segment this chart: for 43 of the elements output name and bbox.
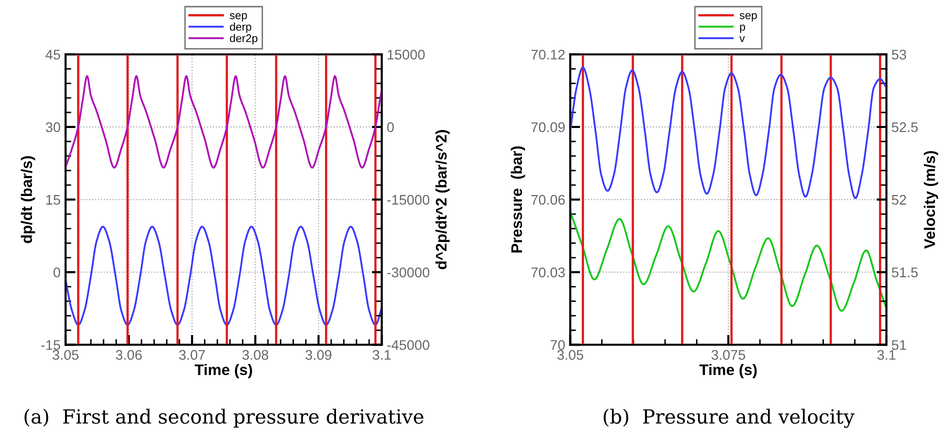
y-tick-label: 70.12 — [531, 50, 565, 60]
y-tick-label: 15 — [46, 195, 60, 205]
legend-label: derp — [230, 22, 252, 33]
y2-tick-label: -15000 — [387, 194, 430, 205]
text: (b) Pressure and velocity — [604, 408, 854, 428]
legend-label: p — [740, 24, 746, 33]
x-tick-label: 3.1 — [877, 350, 896, 360]
y-axis-title: dp/dt (bar/s) — [20, 156, 36, 244]
y2-tick-label: -45000 — [387, 340, 430, 350]
y2-tick-label: 15000 — [388, 50, 425, 60]
legend-label: sep — [230, 13, 247, 22]
y-tick-label: 70.03 — [531, 267, 565, 278]
y2-tick-label: 52.5 — [892, 122, 918, 132]
x-axis-title: Time (s) — [699, 364, 757, 378]
text: (a) First and second pressure derivative — [24, 408, 424, 428]
y-axis-title: Pressure (bar) — [510, 146, 526, 252]
legend-label: v — [739, 36, 745, 42]
y2-tick-label: 0 — [387, 122, 394, 132]
x-tick-label: 3.075 — [711, 350, 746, 360]
legend-label: der2p — [230, 34, 258, 44]
x-tick-label: 3.05 — [52, 350, 79, 360]
x-tick-label: 3.08 — [242, 350, 268, 360]
y2-tick-label: -30000 — [387, 267, 430, 278]
y-tick-label: 70.09 — [531, 122, 565, 132]
y-tick-label: -15 — [41, 340, 60, 350]
x-tick-label: 3.1 — [372, 350, 391, 360]
y-tick-label: 0 — [54, 267, 60, 278]
y-tick-label: 45 — [46, 50, 60, 60]
y2-tick-label: 51.5 — [892, 268, 918, 278]
x-tick-label: 3.05 — [557, 350, 584, 360]
y2-axis-title: Velocity (m/s) — [924, 151, 938, 249]
x-tick-label: 3.09 — [306, 350, 332, 360]
x-tick-label: 3.06 — [116, 350, 142, 360]
y-tick-label: 70 — [550, 340, 565, 350]
y-tick-label: 70.06 — [531, 194, 565, 205]
y-tick-label: 30 — [46, 122, 60, 132]
x-tick-label: 3.07 — [179, 350, 205, 360]
y2-tick-label: 52 — [892, 194, 906, 205]
y2-tick-label: 53 — [892, 50, 906, 60]
y2-tick-label: 51 — [892, 340, 906, 350]
x-axis-title: Time (s) — [194, 364, 252, 378]
y2-axis-title: d^2p/dt^2 (bar/s^2) — [435, 130, 450, 270]
legend-label: sep — [740, 13, 757, 22]
